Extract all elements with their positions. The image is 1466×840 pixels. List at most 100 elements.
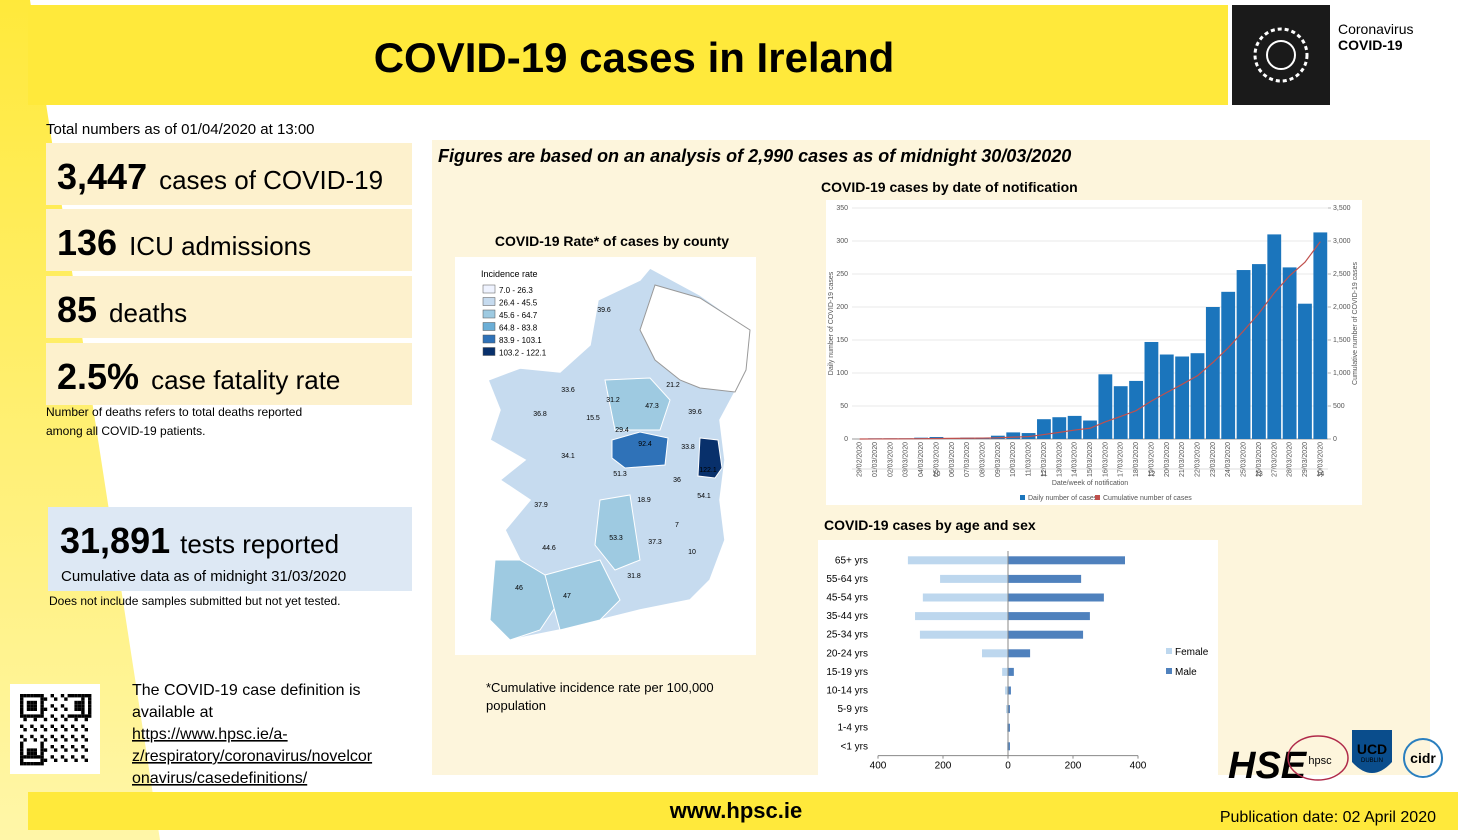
publication-date: Publication date: 02 April 2020 xyxy=(1220,809,1436,826)
stat-note: Number of deaths refers to total deaths … xyxy=(46,405,302,419)
bar xyxy=(1113,386,1128,439)
county-rate: 122.1 xyxy=(699,467,717,474)
as-of: Total numbers as of 01/04/2020 at 13:00 xyxy=(46,121,315,138)
qr-cell xyxy=(81,711,85,715)
virus-core xyxy=(1266,40,1296,70)
hse-logo: HSE xyxy=(1228,745,1308,787)
link-line[interactable]: onavirus/casedefinitions/ xyxy=(132,770,308,787)
qr-cell xyxy=(64,738,68,742)
qr-cell xyxy=(81,745,85,749)
qr-cell xyxy=(81,700,85,705)
qr-code xyxy=(20,694,92,766)
qr-cell xyxy=(30,748,34,752)
tests-box xyxy=(48,507,412,591)
qr-cell xyxy=(81,724,85,728)
qr-cell xyxy=(54,748,58,752)
qr-cell xyxy=(26,748,31,752)
x-tick-label: 29/03/2020 xyxy=(1302,442,1309,477)
qr-cell xyxy=(88,700,92,705)
y2-tick-label: 2,000 xyxy=(1333,304,1351,311)
legend-swatch xyxy=(482,284,496,294)
qr-cell xyxy=(64,748,68,752)
y-tick-label: 250 xyxy=(836,271,848,278)
link-line[interactable]: z/respiratory/coronavirus/novelcor xyxy=(132,748,373,765)
qr-cell xyxy=(20,758,24,762)
stat-note: among all COVID-19 patients. xyxy=(46,424,205,438)
y-tick-label: 50 xyxy=(840,403,848,410)
x-tick-label: 200 xyxy=(935,761,952,772)
qr-cell xyxy=(71,694,75,698)
x-tick-label: 24/03/2020 xyxy=(1225,442,1232,477)
x-tick-label: 18/03/2020 xyxy=(1133,442,1140,477)
x-tick-label: 400 xyxy=(870,761,887,772)
qr-cell xyxy=(50,724,54,728)
bar xyxy=(1008,649,1031,658)
qr-cell xyxy=(30,751,34,756)
bar xyxy=(1005,686,1008,695)
county-rate: 47 xyxy=(563,593,571,600)
qr-cell xyxy=(74,758,78,762)
qr-cell xyxy=(20,748,24,752)
qr-cell xyxy=(74,728,78,732)
side-band xyxy=(0,0,160,840)
county-rate: 10 xyxy=(688,549,696,556)
age-chart: 400 200 0 200 400 65+ yrs 55-64 yrs 45-54 yrs 35… xyxy=(826,551,1209,772)
qr-cell xyxy=(20,700,24,705)
x-tick-label: 09/03/2020 xyxy=(995,442,1002,477)
bar xyxy=(922,593,1008,602)
definition-link[interactable]: https://www.hpsc.ie/a-z/respiratory/coro… xyxy=(132,726,373,787)
qr-cell xyxy=(40,714,44,718)
qr-cell xyxy=(33,707,37,711)
category-label: 15-19 yrs xyxy=(826,667,868,678)
qr-cell xyxy=(30,755,34,759)
qr-cell xyxy=(71,755,75,759)
y-axis-title: Daily number of COVID-19 cases xyxy=(828,271,835,375)
qr-cell xyxy=(30,724,34,728)
bar xyxy=(1002,667,1008,676)
map-footnote: *Cumulative incidence rate per 100,000 xyxy=(486,680,714,695)
category-label: 10-14 yrs xyxy=(826,686,868,697)
qr-cell xyxy=(23,728,27,732)
qr-cell xyxy=(23,755,27,759)
virus-icon xyxy=(1253,27,1309,83)
qr-cell xyxy=(20,745,24,749)
bar xyxy=(1008,742,1010,751)
qr-cell xyxy=(71,745,75,749)
panel-title: Figures are based on an analysis of 2,99… xyxy=(438,146,1071,166)
qr-cell xyxy=(77,714,82,718)
chart-title: COVID-19 cases by date of notification xyxy=(821,179,1078,195)
bar xyxy=(982,649,1008,658)
bar xyxy=(1159,354,1174,439)
bar xyxy=(1067,415,1082,439)
link-line[interactable]: https://www.hpsc.ie/a- xyxy=(132,726,288,743)
county-rate: 44.6 xyxy=(542,545,556,552)
qr-cell xyxy=(84,694,88,698)
qr-cell xyxy=(74,717,78,722)
category-label: 1-4 yrs xyxy=(837,723,868,734)
x-tick-label: 25/03/2020 xyxy=(1241,442,1248,477)
stat: 2.5% case fatality rate xyxy=(57,356,340,397)
map-title: COVID-19 Rate* of cases by county xyxy=(495,233,729,249)
x-tick-label: 0 xyxy=(1005,761,1011,772)
qr-cell xyxy=(26,755,31,759)
stat-value: 136 xyxy=(57,222,117,263)
county-rate: 46 xyxy=(515,585,523,592)
y2-tick-label: 500 xyxy=(1333,403,1345,410)
qr-cell xyxy=(81,694,85,698)
y-tick-label: 0 xyxy=(844,436,848,443)
qr-cell xyxy=(54,707,58,711)
qr-cell xyxy=(81,697,85,701)
stat-value: 3,447 xyxy=(57,156,147,197)
bar xyxy=(1098,374,1113,439)
qr-cell xyxy=(23,738,27,742)
bar xyxy=(1006,432,1021,439)
y2-tick-label: 3,000 xyxy=(1333,238,1351,245)
qr-cell xyxy=(33,700,37,705)
bar xyxy=(1006,705,1008,714)
footer-url[interactable]: www.hpsc.ie xyxy=(669,798,802,823)
qr-cell xyxy=(43,748,48,752)
legend-swatch xyxy=(1166,668,1172,674)
qr-cell xyxy=(60,714,65,718)
qr-cell xyxy=(71,724,75,728)
